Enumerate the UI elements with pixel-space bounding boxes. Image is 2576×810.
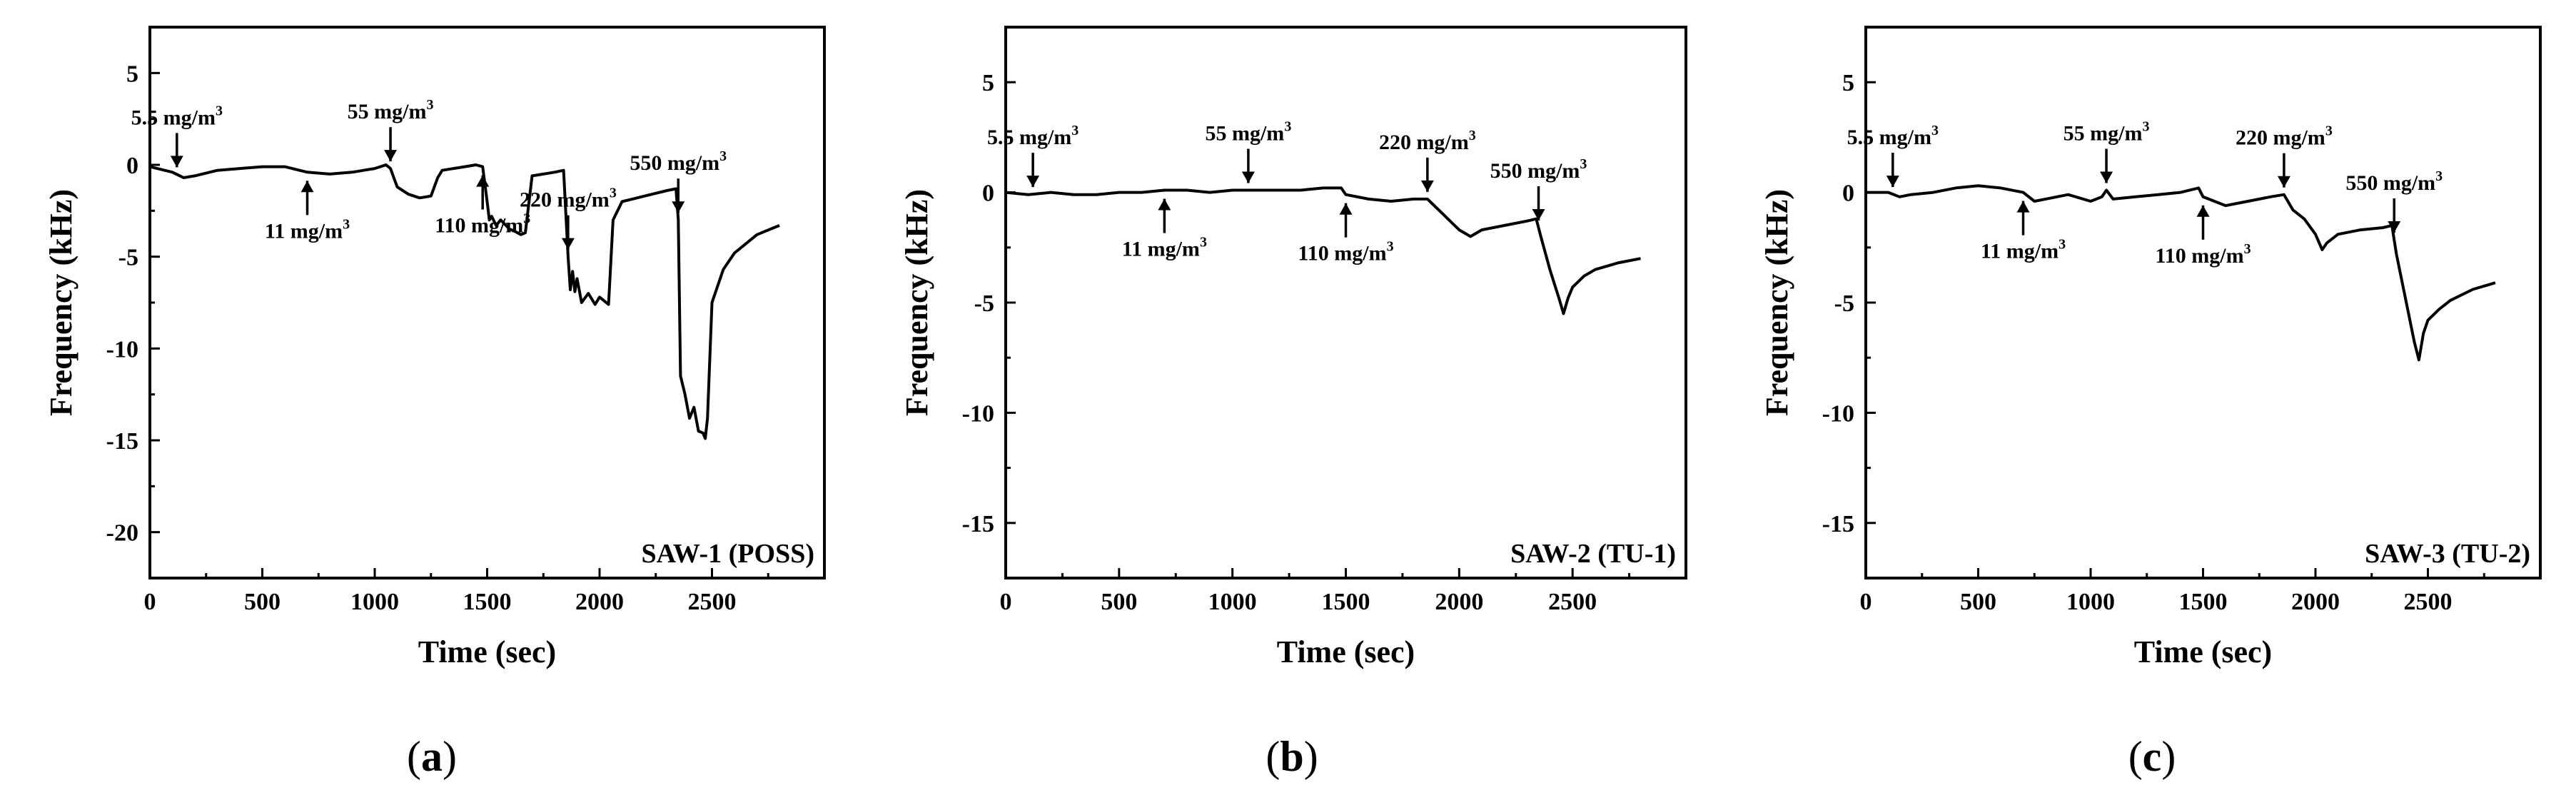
x-tick-label: 2500: [688, 589, 737, 615]
y-tick-label: 0: [1842, 181, 1854, 207]
annotation-arrow-head: [561, 238, 575, 250]
y-axis-title: Frequency (kHz): [44, 189, 79, 416]
x-tick-label: 1500: [1322, 589, 1370, 615]
x-tick-label: 0: [1860, 589, 1872, 615]
concentration-label: 550 mg/m3: [630, 148, 727, 175]
x-tick-label: 0: [144, 589, 156, 615]
annotation-arrow-head: [2016, 201, 2030, 213]
annotation-arrow-head: [1241, 171, 1255, 183]
x-axis-title: Time (sec): [418, 634, 556, 669]
y-tick-label: 5: [1842, 70, 1854, 96]
y-tick-label: -5: [974, 290, 994, 317]
series-label: SAW-1 (POSS): [642, 539, 814, 569]
concentration-label: 110 mg/m3: [435, 211, 530, 238]
annotation-arrow-head: [476, 175, 490, 187]
x-tick-label: 2000: [1435, 589, 1483, 615]
annotation-arrow-head: [1026, 176, 1040, 188]
y-tick-label: -10: [106, 336, 138, 363]
concentration-label: 5.5 mg/m3: [987, 123, 1079, 149]
x-axis-title: Time (sec): [2134, 634, 2272, 669]
x-tick-label: 1000: [1208, 589, 1257, 615]
x-tick-label: 1500: [2179, 589, 2228, 615]
concentration-label: 11 mg/m3: [1122, 235, 1207, 261]
annotation-arrow-head: [1420, 180, 1434, 192]
x-tick-label: 2500: [2404, 589, 2453, 615]
x-tick-label: 2500: [1548, 589, 1597, 615]
x-tick-label: 1000: [2066, 589, 2115, 615]
y-axis-title: Frequency (kHz): [899, 189, 934, 416]
concentration-label: 550 mg/m3: [2345, 168, 2443, 195]
annotation-arrow-head: [1886, 176, 1899, 188]
series-line: [149, 163, 780, 440]
plot-frame: [1864, 26, 2542, 579]
y-tick-label: -5: [118, 245, 138, 271]
annotation-arrow-head: [1339, 203, 1353, 215]
annotation-arrow-head: [384, 150, 398, 162]
plot-frame: [148, 26, 826, 579]
x-tick-label: 500: [244, 589, 281, 615]
y-tick-label: -5: [1834, 290, 1854, 317]
x-tick-label: 1500: [463, 589, 512, 615]
concentration-label: 110 mg/m3: [2155, 241, 2251, 268]
x-tick-label: 500: [1101, 589, 1137, 615]
y-tick-label: -20: [106, 520, 138, 547]
x-axis-title: Time (sec): [1277, 634, 1415, 669]
y-tick-label: 5: [982, 70, 994, 96]
x-tick-label: 500: [1960, 589, 1996, 615]
y-axis-title: Frequency (kHz): [1759, 189, 1794, 416]
annotation-arrow-head: [2100, 171, 2113, 183]
annotation-arrow-head: [300, 181, 314, 193]
y-tick-label: -10: [962, 400, 994, 427]
concentration-label: 55 mg/m3: [348, 97, 434, 123]
chart-panel-c: 0 500 1000 1500 2000 2500 5 0 -5 -10 -15 Time (sec)…: [1759, 26, 2542, 780]
annotation-arrow-head: [170, 156, 183, 168]
plot-frame: [1004, 26, 1687, 579]
x-tick-label: 1000: [350, 589, 399, 615]
y-tick-label: -15: [106, 428, 138, 455]
annotation-arrow-head: [1532, 209, 1545, 221]
concentration-label: 55 mg/m3: [1205, 119, 1291, 146]
concentration-label: 220 mg/m3: [520, 186, 617, 212]
x-tick-label: 0: [1000, 589, 1012, 615]
series-line: [1005, 186, 1641, 315]
concentration-label: 220 mg/m3: [2236, 123, 2333, 150]
concentration-label: 110 mg/m3: [1298, 239, 1393, 265]
panel-caption: (a): [407, 733, 457, 780]
concentration-label: 5.5 mg/m3: [131, 103, 223, 129]
annotation-arrow-head: [2388, 221, 2401, 233]
y-tick-label: 0: [126, 153, 138, 179]
annotation-arrow-head: [2196, 205, 2210, 217]
series-line: [1866, 184, 2496, 362]
x-tick-label: 2000: [2291, 589, 2340, 615]
series-label: SAW-3 (TU-2): [2365, 539, 2530, 569]
annotation-arrow-head: [672, 201, 685, 213]
panel-caption: (c): [2128, 733, 2176, 780]
x-tick-label: 2000: [575, 589, 624, 615]
y-tick-label: -15: [962, 511, 994, 537]
annotation-arrow-head: [2277, 176, 2290, 188]
annotation-arrow-head: [1158, 198, 1171, 211]
concentration-label: 55 mg/m3: [2064, 119, 2150, 146]
y-tick-label: -10: [1822, 400, 1854, 427]
series-label: SAW-2 (TU-1): [1510, 539, 1676, 569]
chart-panel-b: 0 500 1000 1500 2000 2500 5 0 -5 -10 -15 Time (sec)…: [899, 26, 1687, 780]
concentration-label: 11 mg/m3: [265, 216, 350, 243]
concentration-label: 550 mg/m3: [1490, 156, 1587, 183]
concentration-label: 5.5 mg/m3: [1847, 123, 1939, 149]
concentration-label: 11 mg/m3: [1981, 237, 2066, 263]
y-tick-label: 5: [126, 61, 138, 87]
concentration-label: 220 mg/m3: [1379, 128, 1476, 154]
y-tick-label: -15: [1822, 511, 1854, 537]
panel-caption: (b): [1266, 733, 1318, 780]
y-tick-label: 0: [982, 181, 994, 207]
chart-panel-a: 0 500 1000 1500 2000 2500 5 0 -5 -10 -15 -20 Time (s…: [44, 26, 826, 780]
